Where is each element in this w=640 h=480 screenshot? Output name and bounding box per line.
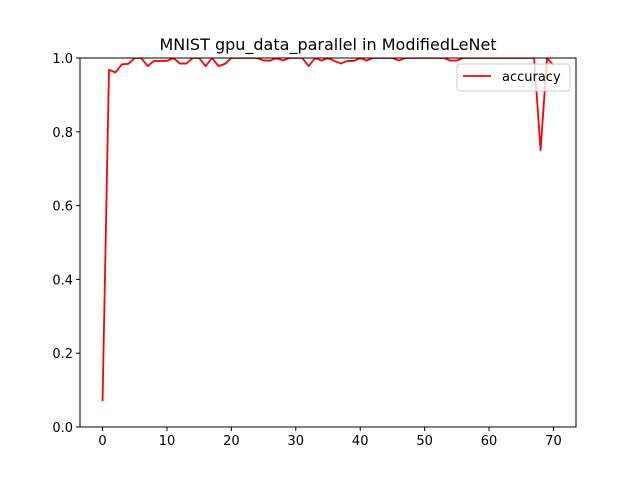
plot-frame [79,57,577,428]
x-tick-label: 20 [223,434,240,449]
y-tick-label: 0.4 [52,273,73,288]
y-tick-label: 0.6 [52,200,73,215]
legend: accuracy [456,63,571,92]
x-tick-label: 50 [416,434,433,449]
x-axis: 0 10 20 30 40 50 60 70 [98,427,562,449]
x-tick-label: 40 [352,434,369,449]
x-tick-label: 0 [98,434,106,449]
y-axis: 0.0 0.2 0.4 0.6 0.8 1.0 [52,52,80,436]
y-tick-label: 1.0 [52,52,73,67]
x-tick-label: 70 [545,434,562,449]
x-tick-label: 60 [481,434,498,449]
legend-label: accuracy [502,70,561,85]
y-tick-label: 0.0 [52,421,73,436]
series-layer [101,58,555,402]
x-tick-label: 10 [159,434,176,449]
x-tick-label: 30 [288,434,305,449]
y-tick-label: 0.2 [52,347,73,362]
y-tick-label: 0.8 [52,126,73,141]
legend-box [456,63,571,92]
series-line-accuracy [101,58,555,402]
chart-title: MNIST gpu_data_parallel in ModifiedLeNet [159,35,496,55]
